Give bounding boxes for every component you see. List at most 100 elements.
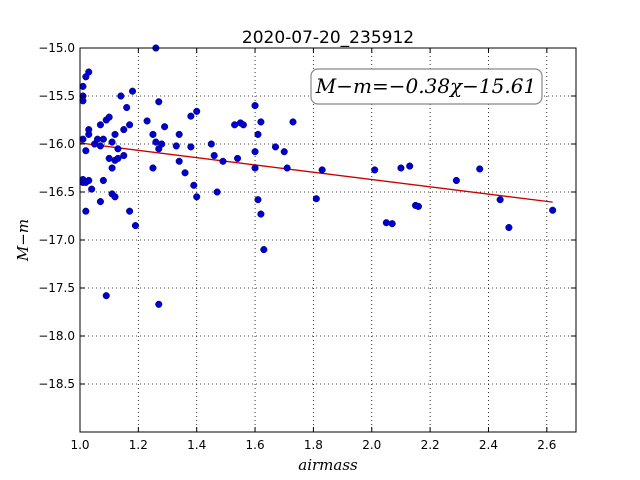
- data-point: [312, 195, 320, 203]
- data-point: [120, 126, 128, 134]
- data-point: [79, 135, 87, 143]
- x-tick-label: 2.0: [362, 438, 381, 452]
- data-point: [96, 121, 104, 129]
- data-point: [85, 126, 93, 134]
- data-point: [213, 188, 221, 196]
- data-point: [85, 176, 93, 185]
- fit-line: [79, 142, 553, 203]
- data-point: [382, 219, 390, 227]
- data-point: [82, 147, 90, 155]
- data-point: [271, 143, 280, 151]
- data-point: [187, 112, 195, 120]
- y-tick-label: −16.5: [38, 185, 75, 199]
- data-point: [88, 185, 96, 193]
- y-tick-label: −18.5: [38, 377, 75, 391]
- data-point: [99, 176, 107, 185]
- x-tick-label: 1.2: [129, 438, 148, 452]
- y-tick-label: −16.0: [38, 137, 75, 151]
- data-point: [254, 196, 262, 204]
- data-point: [251, 164, 259, 172]
- data-point: [114, 145, 122, 153]
- data-point: [257, 118, 265, 126]
- data-point: [96, 142, 104, 150]
- data-point: [187, 143, 195, 151]
- data-point: [128, 87, 137, 95]
- data-point: [108, 138, 116, 146]
- data-point: [175, 130, 183, 138]
- y-tick-label: −15.0: [38, 41, 75, 55]
- data-point: [257, 210, 265, 218]
- x-tick-label: 1.6: [246, 438, 265, 452]
- y-tick-label: −18.0: [38, 329, 75, 343]
- fit-equation-text: M−m=−0.38χ−15.61: [315, 74, 536, 98]
- grid-lines: [79, 47, 576, 432]
- y-tick-label: −17.0: [38, 233, 75, 247]
- data-point: [111, 130, 119, 138]
- data-point: [126, 121, 134, 129]
- data-point: [126, 207, 134, 215]
- data-point: [99, 135, 107, 143]
- data-point: [105, 113, 113, 121]
- data-point: [120, 151, 128, 160]
- data-point: [251, 102, 259, 110]
- y-axis-label: M−m: [14, 219, 32, 262]
- fit-equation-frame: [310, 68, 543, 105]
- x-tick-label: 2.4: [479, 438, 498, 452]
- data-point: [254, 130, 262, 138]
- data-point: [149, 164, 157, 172]
- y-tick-label: −17.5: [38, 281, 75, 295]
- x-tick-label: 2.6: [537, 438, 556, 452]
- x-axis-label: airmass: [298, 456, 358, 474]
- data-point: [406, 162, 414, 170]
- data-point: [260, 246, 268, 254]
- data-point: [251, 148, 259, 156]
- data-point: [155, 98, 163, 106]
- data-point: [505, 223, 513, 232]
- data-point: [96, 198, 104, 206]
- data-point: [172, 142, 180, 150]
- data-point: [181, 169, 189, 177]
- data-point: [414, 202, 422, 210]
- data-point: [388, 220, 396, 228]
- x-tick-label: 1.0: [70, 438, 89, 452]
- data-point: [143, 117, 151, 125]
- axis-ticks: 1.0 1.2 1.4 1.6 1.8 2.0 2.2 2.4 2.6 −15.0 −15.5 −16…: [38, 41, 576, 452]
- data-point: [239, 121, 247, 129]
- x-tick-label: 1.4: [187, 438, 206, 452]
- data-point: [131, 222, 139, 230]
- x-tick-label: 2.2: [421, 438, 440, 452]
- data-points: [79, 44, 557, 308]
- data-point: [79, 82, 87, 90]
- data-point: [111, 193, 119, 201]
- data-point: [234, 154, 242, 162]
- data-point: [318, 166, 326, 174]
- data-point: [283, 164, 291, 172]
- data-point: [158, 140, 166, 148]
- data-point: [193, 107, 201, 115]
- data-point: [114, 154, 122, 162]
- data-point: [155, 300, 163, 308]
- y-tick-label: −15.5: [38, 89, 75, 103]
- data-point: [452, 176, 460, 185]
- data-point: [219, 157, 227, 165]
- data-point: [108, 164, 116, 172]
- data-point: [82, 207, 90, 215]
- data-point: [175, 157, 183, 165]
- fit-line-layer: [79, 142, 553, 203]
- data-point: [207, 140, 215, 148]
- chart-title: 2020-07-20_235912: [242, 28, 414, 48]
- x-tick-label: 1.8: [304, 438, 323, 452]
- data-point: [85, 68, 93, 76]
- data-point: [371, 166, 379, 174]
- data-point: [161, 123, 169, 131]
- data-point: [102, 292, 110, 300]
- data-point: [280, 148, 288, 156]
- data-point: [476, 165, 484, 173]
- data-point: [193, 193, 201, 201]
- data-point: [123, 103, 131, 112]
- data-point: [190, 181, 198, 189]
- data-point: [210, 151, 218, 160]
- data-point: [289, 118, 297, 126]
- data-point: [149, 130, 157, 138]
